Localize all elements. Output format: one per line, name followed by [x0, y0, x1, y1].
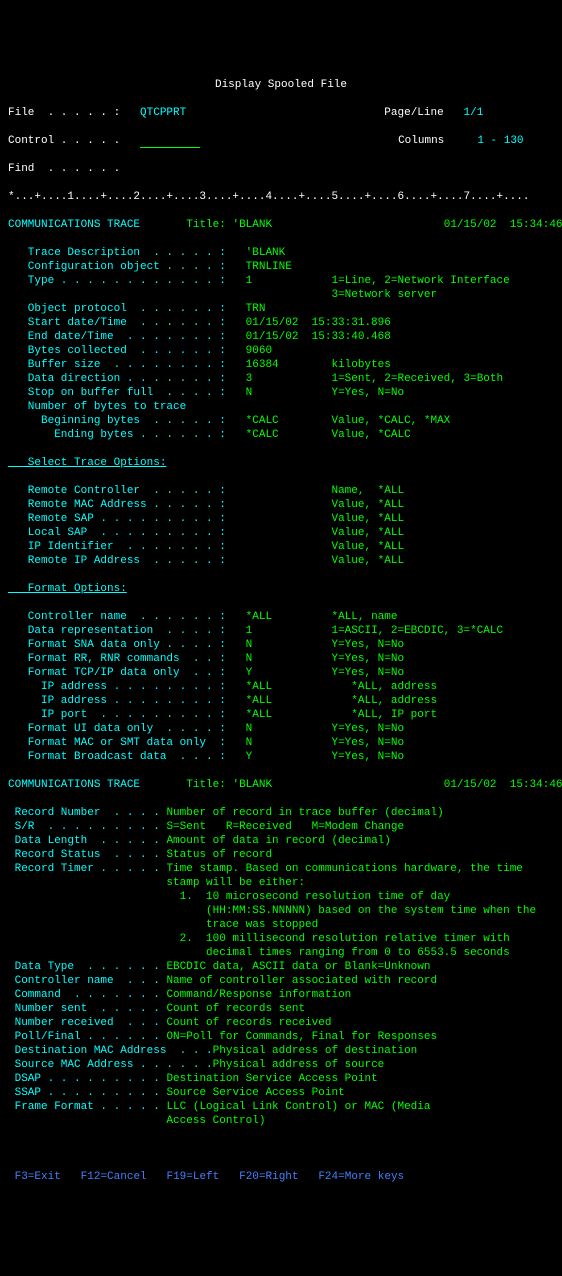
- field-row: Format MAC or SMT data only : N Y=Yes, N…: [8, 736, 554, 750]
- f19-key[interactable]: F19=Left: [166, 1171, 219, 1183]
- record-row: 1. 10 microsecond resolution time of day: [8, 890, 554, 904]
- field-row: Data representation . . . . : 1 1=ASCII,…: [8, 624, 554, 638]
- trace2-title: COMMUNICATIONS TRACE: [8, 779, 140, 791]
- trace-header-2: COMMUNICATIONS TRACE Title: 'BLANK 01/15…: [8, 778, 554, 792]
- field-row: Buffer size . . . . . . . . : 16384 kilo…: [8, 358, 554, 372]
- trace2-datetime: 01/15/02 15:34:46: [444, 779, 562, 791]
- field-row: IP address . . . . . . . . : *ALL *ALL, …: [8, 680, 554, 694]
- select-trace-fields: Remote Controller . . . . . : Name, *ALL…: [8, 484, 554, 568]
- columns-label: Columns: [398, 135, 444, 147]
- record-row: Record Number . . . . Number of record i…: [8, 806, 554, 820]
- screen-title: Display Spooled File: [8, 78, 554, 92]
- record-row: 2. 100 millisecond resolution relative t…: [8, 932, 554, 946]
- trace2-titlelabel: Title:: [186, 779, 226, 791]
- record-row: trace was stopped: [8, 918, 554, 932]
- trace1-titlelabel: Title:: [186, 219, 226, 231]
- field-row: Beginning bytes . . . . . : *CALC Value,…: [8, 414, 554, 428]
- field-row: Format RR, RNR commands . . : N Y=Yes, N…: [8, 652, 554, 666]
- field-row: Local SAP . . . . . . . . . : Value, *AL…: [8, 526, 554, 540]
- footer-keys: F3=Exit F12=Cancel F19=Left F20=Right F2…: [8, 1170, 554, 1184]
- field-row: Start date/Time . . . . . . : 01/15/02 1…: [8, 316, 554, 330]
- record-row: stamp will be either:: [8, 876, 554, 890]
- field-row: Ending bytes . . . . . . : *CALC Value, …: [8, 428, 554, 442]
- field-row: Bytes collected . . . . . . : 9060: [8, 344, 554, 358]
- ruler: *...+....1....+....2....+....3....+....4…: [8, 190, 554, 204]
- f3-key[interactable]: F3=Exit: [15, 1171, 61, 1183]
- field-row: IP address . . . . . . . . : *ALL *ALL, …: [8, 694, 554, 708]
- trace-fields: Trace Description . . . . . : 'BLANK Con…: [8, 246, 554, 442]
- format-fields: Controller name . . . . . . : *ALL *ALL,…: [8, 610, 554, 764]
- field-row: Format Broadcast data . . . : Y Y=Yes, N…: [8, 750, 554, 764]
- field-row: Object protocol . . . . . . : TRN: [8, 302, 554, 316]
- record-row: Record Timer . . . . . Time stamp. Based…: [8, 862, 554, 876]
- field-row: Data direction . . . . . . . : 3 1=Sent,…: [8, 372, 554, 386]
- record-row: Data Length . . . . . Amount of data in …: [8, 834, 554, 848]
- record-row: Record Status . . . . Status of record: [8, 848, 554, 862]
- record-row: Controller name . . . Name of controller…: [8, 974, 554, 988]
- f24-key[interactable]: F24=More keys: [318, 1171, 404, 1183]
- find-label: Find . . . . . .: [8, 163, 120, 175]
- trace2-titlevalue: 'BLANK: [232, 779, 272, 791]
- record-row: Frame Format . . . . . LLC (Logical Link…: [8, 1100, 554, 1114]
- field-row: Remote SAP . . . . . . . . . : Value, *A…: [8, 512, 554, 526]
- file-label: File . . . . . :: [8, 107, 120, 119]
- record-row: Command . . . . . . . Command/Response i…: [8, 988, 554, 1002]
- record-row: Source MAC Address . . . . . .Physical a…: [8, 1058, 554, 1072]
- columns-value: 1 - 130: [477, 135, 523, 147]
- trace1-title: COMMUNICATIONS TRACE: [8, 219, 140, 231]
- header-line2: Control . . . . . Columns 1 - 130: [8, 134, 554, 148]
- field-row: Remote IP Address . . . . . : Value, *AL…: [8, 554, 554, 568]
- field-row: Remote Controller . . . . . : Name, *ALL: [8, 484, 554, 498]
- header-line3: Find . . . . . .: [8, 162, 554, 176]
- record-row: Destination MAC Address . . .Physical ad…: [8, 1044, 554, 1058]
- trace-header-1: COMMUNICATIONS TRACE Title: 'BLANK 01/15…: [8, 218, 554, 232]
- pageline-label: Page/Line: [384, 107, 443, 119]
- field-row: Remote MAC Address . . . . . : Value, *A…: [8, 498, 554, 512]
- field-row: Number of bytes to trace: [8, 400, 554, 414]
- record-row: Data Type . . . . . . EBCDIC data, ASCII…: [8, 960, 554, 974]
- record-row: (HH:MM:SS.NNNNN) based on the system tim…: [8, 904, 554, 918]
- record-row: Access Control): [8, 1114, 554, 1128]
- field-row: Configuration object . . . . : TRNLINE: [8, 260, 554, 274]
- f12-key[interactable]: F12=Cancel: [81, 1171, 147, 1183]
- pageline-value: 1/1: [464, 107, 484, 119]
- record-row: DSAP . . . . . . . . . Destination Servi…: [8, 1072, 554, 1086]
- terminal-screen: Display Spooled File File . . . . . : QT…: [8, 64, 554, 1198]
- control-label: Control . . . . .: [8, 135, 120, 147]
- field-row: Controller name . . . . . . : *ALL *ALL,…: [8, 610, 554, 624]
- record-row: SSAP . . . . . . . . . Source Service Ac…: [8, 1086, 554, 1100]
- field-row: Type . . . . . . . . . . . . : 1 1=Line,…: [8, 274, 554, 288]
- field-row: Format SNA data only . . . . : N Y=Yes, …: [8, 638, 554, 652]
- trace1-datetime: 01/15/02 15:34:46: [444, 219, 562, 231]
- record-fields: Record Number . . . . Number of record i…: [8, 806, 554, 1128]
- select-trace-header: Select Trace Options:: [8, 456, 554, 470]
- record-row: Number sent . . . . . Count of records s…: [8, 1002, 554, 1016]
- format-header: Format Options:: [8, 582, 554, 596]
- field-row: IP Identifier . . . . . . . : Value, *AL…: [8, 540, 554, 554]
- field-row: 3=Network server: [8, 288, 554, 302]
- field-row: Format TCP/IP data only . . : Y Y=Yes, N…: [8, 666, 554, 680]
- field-row: IP port . . . . . . . . . : *ALL *ALL, I…: [8, 708, 554, 722]
- record-row: decimal times ranging from 0 to 6553.5 s…: [8, 946, 554, 960]
- record-row: Number received . . . Count of records r…: [8, 1016, 554, 1030]
- field-row: Stop on buffer full . . . . : N Y=Yes, N…: [8, 386, 554, 400]
- blank-line: [8, 1142, 554, 1156]
- trace1-titlevalue: 'BLANK: [232, 219, 272, 231]
- file-value: QTCPPRT: [140, 107, 186, 119]
- record-row: Poll/Final . . . . . . ON=Poll for Comma…: [8, 1030, 554, 1044]
- field-row: Format UI data only . . . . : N Y=Yes, N…: [8, 722, 554, 736]
- field-row: End date/Time . . . . . . . : 01/15/02 1…: [8, 330, 554, 344]
- field-row: Trace Description . . . . . : 'BLANK: [8, 246, 554, 260]
- header-line1: File . . . . . : QTCPPRT Page/Line 1/1: [8, 106, 554, 120]
- record-row: S/R . . . . . . . . . S=Sent R=Received …: [8, 820, 554, 834]
- f20-key[interactable]: F20=Right: [239, 1171, 298, 1183]
- control-input[interactable]: [140, 135, 200, 148]
